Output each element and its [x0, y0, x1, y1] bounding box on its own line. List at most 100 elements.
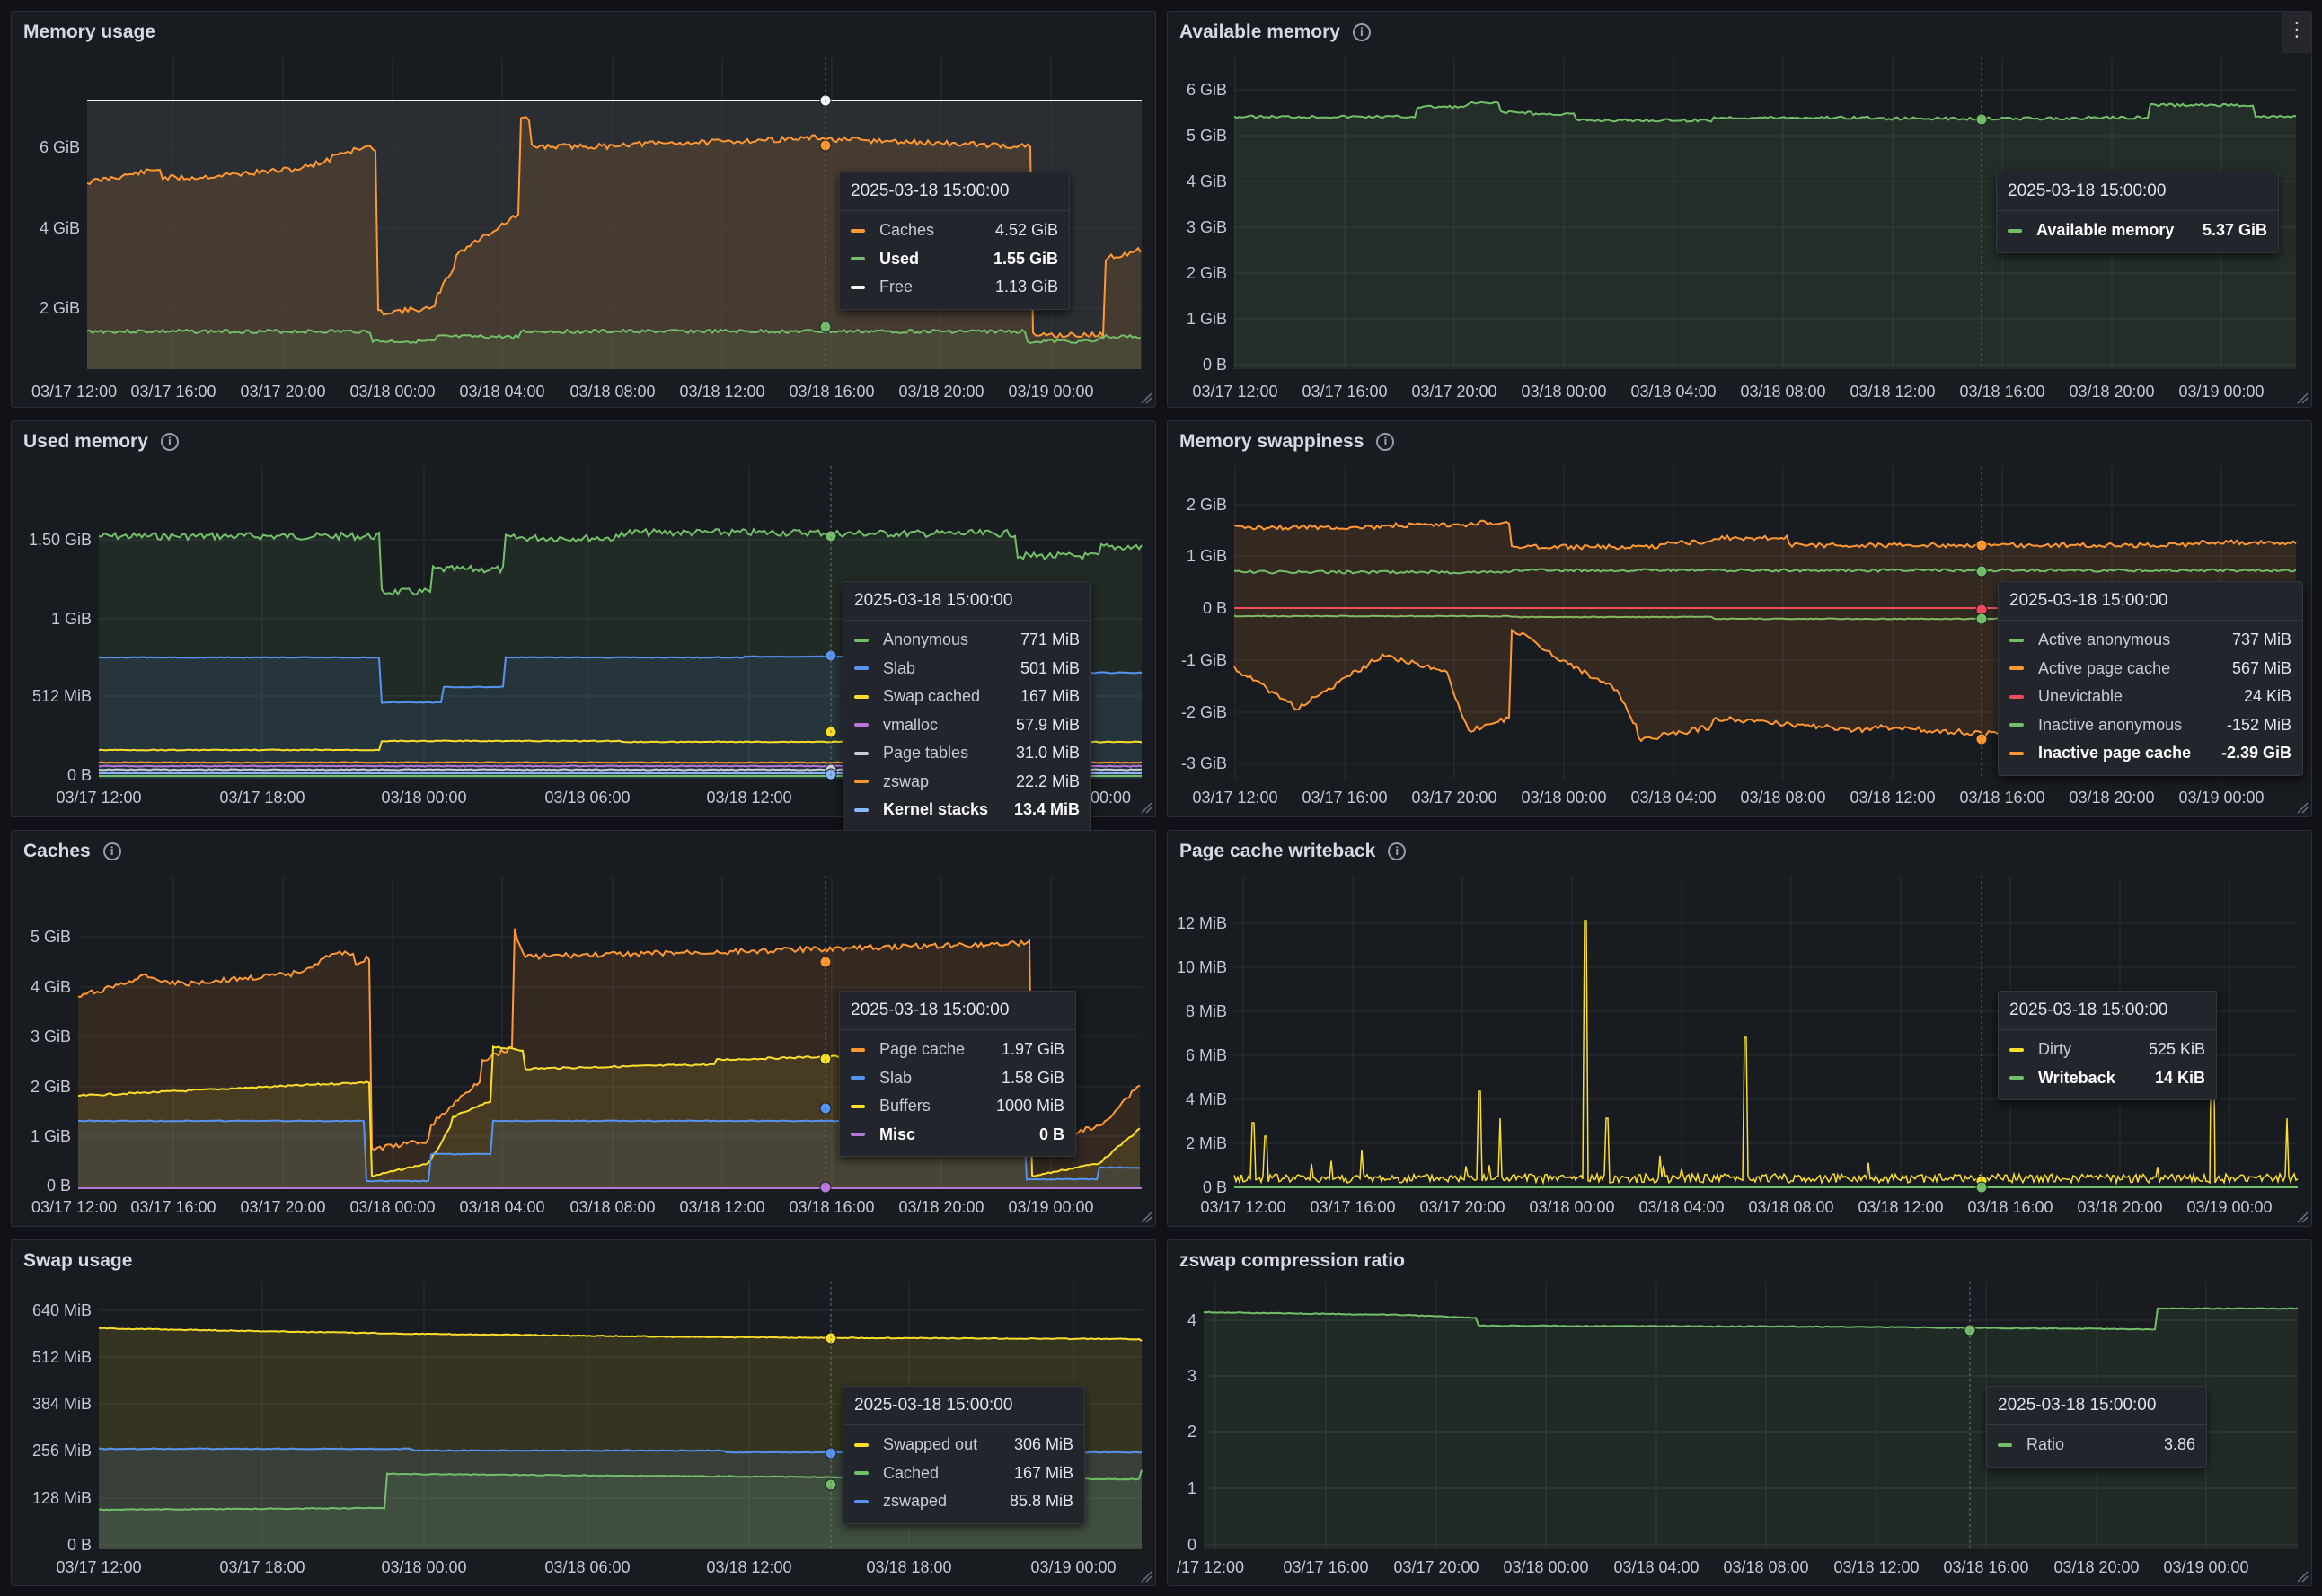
x-tick-label: 03/18 00:00 [1503, 1558, 1588, 1576]
panel-title[interactable]: Memory swappiness i [1179, 431, 1395, 453]
info-circle-icon[interactable]: i [160, 433, 179, 451]
x-tick-label: 03/18 04:00 [1630, 789, 1716, 807]
x-tick-label: 03/18 12:00 [679, 383, 764, 401]
tooltip-series-name: Buffers [879, 1097, 931, 1115]
panel-title-text: Used memory [23, 431, 148, 452]
panel-title[interactable]: Used memory i [23, 431, 179, 453]
y-tick-label: 2 GiB [31, 1078, 71, 1096]
panel-title[interactable]: zswap compression ratio [1179, 1250, 1405, 1272]
hover-point-cached[interactable] [825, 1478, 837, 1491]
resize-handle-icon[interactable] [1141, 392, 1152, 404]
tooltip-series-value: 1.58 GiB [1001, 1068, 1064, 1087]
panel-title[interactable]: Swap usage [23, 1250, 132, 1272]
vertical-ellipsis-icon[interactable]: ⋮ [2282, 12, 2311, 53]
panel-memory-swappiness[interactable]: Memory swappiness i 2 GiB 1 GiB 0 B -1 GiB -2 … [1167, 420, 2312, 817]
tooltip-row: zswap 22.2 MiB [854, 768, 1080, 797]
hover-point-writeback[interactable] [1975, 1181, 1988, 1194]
tooltip-row: Available memory 5.37 GiB [2008, 216, 2267, 245]
hover-point-inactive-page-cache[interactable] [1975, 733, 1988, 745]
anonymous-line [98, 527, 1143, 596]
hover-point-available-memory[interactable] [1975, 113, 1988, 126]
panel-title[interactable]: Available memory i [1179, 22, 1371, 43]
info-circle-icon[interactable]: i [102, 842, 121, 860]
x-tick-label: 03/17 20:00 [1393, 1558, 1479, 1576]
x-tick-label: 03/19 00:00 [2178, 789, 2264, 807]
tooltip-row: Active anonymous 737 MiB [2009, 626, 2291, 655]
tooltip-row: Caches 4.52 GiB [851, 216, 1058, 245]
tooltip-row: Swap cached 167 MiB [854, 683, 1080, 711]
chart-available-memory[interactable]: 6 GiB 5 GiB 4 GiB 3 GiB 2 GiB 1 GiB 0 B 03/17 1… [1168, 12, 2313, 409]
resize-handle-icon[interactable] [2297, 1212, 2309, 1223]
panel-title-text: zswap compression ratio [1179, 1250, 1405, 1271]
x-tick-label: 03/18 16:00 [1959, 789, 2044, 807]
x-tick-label: 03/17 20:00 [240, 383, 325, 401]
resize-handle-icon[interactable] [2297, 1571, 2309, 1583]
y-tick-label: 512 MiB [32, 687, 92, 705]
tooltip-row: zswaped 85.8 MiB [854, 1487, 1073, 1516]
info-circle-icon[interactable]: i [1388, 842, 1407, 860]
hover-point-active-page-cache[interactable] [1975, 539, 1988, 551]
tooltip-row: Active page cache 567 MiB [2009, 655, 2291, 683]
x-tick-label: 03/18 08:00 [1723, 1558, 1808, 1576]
tooltip-series-name: Active anonymous [2038, 630, 2171, 649]
x-tick-label: 03/19 00:00 [1008, 1198, 1093, 1216]
tooltip-series-name: Cached [883, 1463, 940, 1482]
hover-point-misc[interactable] [819, 1181, 832, 1194]
series-color-swatch [851, 228, 865, 233]
x-tick-label: 03/18 04:00 [1638, 1198, 1724, 1216]
panel-title[interactable]: Caches i [23, 841, 121, 862]
resize-handle-icon[interactable] [2297, 802, 2309, 814]
series-color-swatch [851, 285, 865, 289]
x-tick-label: 03/17 16:00 [1302, 789, 1387, 807]
tooltip-series-value: 22.2 MiB [1015, 772, 1080, 790]
resize-handle-icon[interactable] [1141, 802, 1152, 814]
tooltip-series-value: 167 MiB [1013, 1463, 1073, 1482]
x-tick-label: 03/18 20:00 [2069, 789, 2154, 807]
y-tick-label: 10 MiB [1177, 958, 1227, 976]
y-tick-label: 3 GiB [31, 1027, 71, 1045]
tooltip-series-value: 771 MiB [1020, 630, 1080, 649]
x-tick-label: 03/17 18:00 [219, 789, 305, 807]
x-tick-label: 03/17 12:00 [31, 383, 117, 401]
tooltip: 2025-03-18 15:00:00 Dirty 525 KiB Writeback… [1998, 991, 2217, 1100]
tooltip-series-name: Swapped out [883, 1435, 978, 1454]
panel-memory-usage[interactable]: Memory usage 6 GiB 4 GiB 2 GiB 03/17 12:00 03… [11, 11, 1156, 408]
panel-swap-usage[interactable]: Swap usage 640 MiB 512 MiB 384 MiB 256 MiB 12… [11, 1239, 1156, 1586]
resize-handle-icon[interactable] [1141, 1212, 1152, 1223]
swapped-out-line [98, 1327, 1143, 1342]
panel-title-text: Caches [23, 841, 91, 861]
tooltip-series-value: 1.55 GiB [993, 249, 1058, 268]
series-color-swatch [851, 1047, 865, 1052]
panel-available-memory[interactable]: Available memory i ⋮ 6 GiB 5 GiB 4 GiB 3 GiB 2 … [1167, 11, 2312, 408]
y-tick-label: 0 B [67, 766, 92, 784]
tooltip-series-value: 85.8 MiB [1009, 1492, 1073, 1511]
y-tick-label: 0 B [1203, 356, 1227, 374]
panel-page-cache-writeback[interactable]: Page cache writeback i 12 MiB 10 MiB 8 MiB 6 … [1167, 830, 2312, 1227]
info-circle-icon[interactable]: i [1352, 23, 1371, 41]
hover-point-zswaped[interactable] [825, 1447, 837, 1459]
y-tick-label: 5 GiB [31, 928, 71, 946]
active-anonymous-line [1234, 568, 2297, 575]
panel-title[interactable]: Page cache writeback i [1179, 841, 1407, 862]
panel-title[interactable]: Memory usage [23, 22, 155, 43]
y-tick-label: 2 [1187, 1423, 1196, 1441]
tooltip-row: Cached 167 MiB [854, 1459, 1073, 1488]
panel-used-memory[interactable]: Used memory i 1.50 GiB 1 GiB 512 MiB 0 B 03/17… [11, 420, 1156, 889]
y-tick-label: 4 MiB [1186, 1090, 1227, 1108]
y-tick-label: 128 MiB [32, 1489, 92, 1507]
panel-zswap-ratio[interactable]: zswap compression ratio 4 3 2 1 0/17 12:00 03/… [1167, 1239, 2312, 1586]
resize-handle-icon[interactable] [2297, 392, 2309, 404]
series-color-swatch [854, 1499, 869, 1503]
y-tick-label: 2 GiB [40, 299, 80, 317]
x-tick-label: 03/18 12:00 [1850, 789, 1935, 807]
info-circle-icon[interactable]: i [1376, 433, 1395, 451]
y-tick-label: 0 B [67, 1536, 92, 1554]
series-color-swatch [2008, 228, 2022, 233]
tooltip-series-name: Slab [883, 658, 916, 677]
panel-caches[interactable]: Caches i 5 GiB 4 GiB 3 GiB 2 GiB 1 GiB 0 B 03/17… [11, 830, 1156, 1227]
resize-handle-icon[interactable] [1141, 1571, 1152, 1583]
series-color-swatch [854, 723, 869, 727]
tooltip-series-value: 501 MiB [1020, 658, 1080, 677]
tooltip-series-value: 1.13 GiB [994, 278, 1058, 296]
x-tick-label: 03/18 12:00 [706, 1558, 791, 1576]
